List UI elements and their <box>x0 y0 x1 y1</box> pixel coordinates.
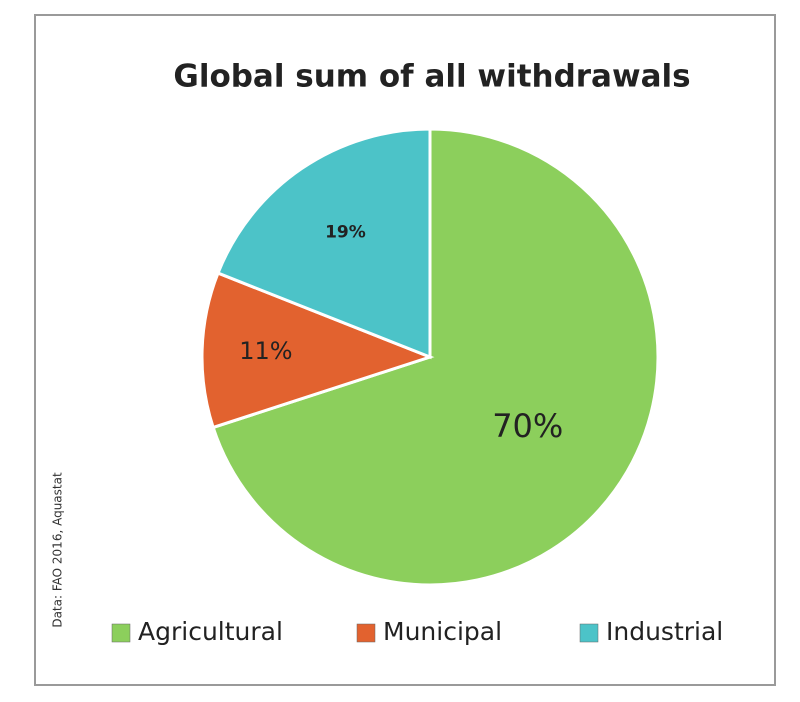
legend-swatch <box>356 623 376 643</box>
legend-label: Industrial <box>606 617 723 646</box>
source-note: Data: FAO 2016, Aquastat <box>51 472 65 628</box>
legend-label: Agricultural <box>138 617 283 646</box>
pie-slice <box>211 127 660 587</box>
value-label: 11% <box>239 337 292 365</box>
value-label: 19% <box>325 223 366 243</box>
pie-slice <box>216 127 432 360</box>
value-label: 70% <box>492 407 563 445</box>
legend-label: Municipal <box>383 617 502 646</box>
chart-title: Global sum of all withdrawals <box>173 59 690 95</box>
legend-swatch <box>111 623 131 643</box>
pie-slice <box>200 271 435 430</box>
legend-swatch <box>579 623 599 643</box>
